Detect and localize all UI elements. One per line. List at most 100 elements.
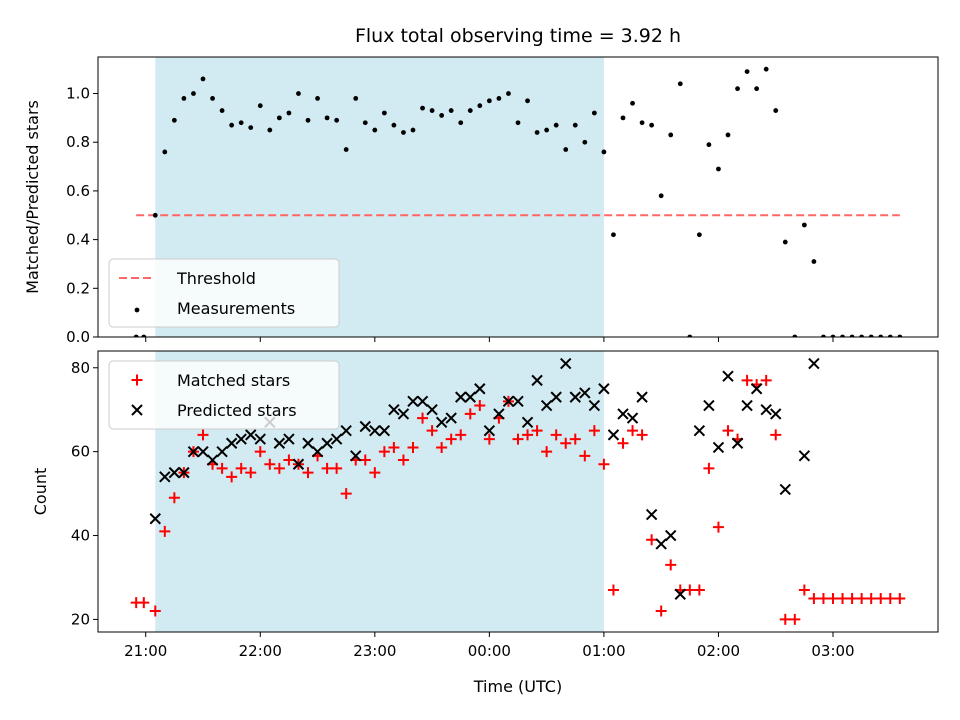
predicted-star-point: [645, 508, 658, 521]
measurement-point: [162, 149, 168, 155]
predicted-star-point: [493, 408, 505, 420]
matched-star-point: [512, 433, 524, 445]
y-tick-label: 0.8: [66, 133, 90, 151]
measurement-point: [763, 66, 769, 72]
measurement-point: [782, 239, 788, 245]
matched-star-point: [455, 429, 467, 441]
matched-star-point: [770, 429, 782, 441]
matched-star-point: [245, 467, 257, 479]
predicted-star-point: [502, 395, 515, 408]
predicted-star-point: [540, 399, 553, 412]
panel-ratio: 0.0 0.2 0.4 0.6 0.8 1.0 Matched/Predicted star…: [23, 56, 939, 346]
predicted-star-point: [149, 513, 161, 525]
matched-star-point: [159, 525, 171, 537]
legend-measurement-swatch: [134, 307, 140, 313]
measurement-point: [811, 259, 817, 264]
predicted-star-point: [712, 441, 725, 454]
predicted-star-point: [426, 404, 438, 416]
matched-star-point: [340, 488, 352, 500]
measurement-point: [267, 127, 273, 133]
y-axis-label: Matched/Predicted stars: [23, 100, 42, 294]
matched-star-point: [483, 433, 495, 445]
predicted-star-point: [588, 399, 601, 412]
legend-matched-swatch: [131, 374, 143, 386]
predicted-star-point: [464, 391, 476, 403]
predicted-star-point: [560, 357, 572, 370]
measurement-point: [506, 91, 511, 96]
y-tick-label: 1.0: [66, 85, 90, 103]
x-tick-label: 02:00: [697, 642, 740, 660]
matched-star-point: [264, 458, 276, 470]
measurement-point: [525, 98, 530, 104]
predicted-star-point: [407, 395, 419, 408]
matched-star-point: [846, 592, 858, 604]
measurement-point: [639, 120, 645, 126]
predicted-star-point: [455, 391, 467, 403]
measurement-point: [372, 127, 378, 133]
chart-title: Flux total observing time = 3.92 h: [355, 25, 681, 47]
matched-star-point: [636, 429, 648, 441]
matched-star-point: [560, 437, 572, 449]
y-tick-label: 0.0: [66, 328, 90, 346]
matched-star-point: [684, 584, 696, 596]
measurement-point: [191, 91, 196, 96]
measurement-point: [334, 117, 340, 123]
matched-star-point: [865, 592, 877, 604]
x-tick-label: 01:00: [582, 642, 625, 660]
x-tick-label: 00:00: [468, 642, 511, 660]
predicted-star-point: [579, 387, 591, 399]
predicted-star-point: [770, 408, 782, 420]
matched-star-point: [760, 374, 772, 386]
measurement-point: [477, 103, 483, 109]
matched-star-point: [138, 597, 150, 609]
measurement-point: [152, 212, 158, 218]
matched-star-point: [894, 592, 906, 604]
predicted-star-point: [626, 412, 639, 424]
matched-star-point: [417, 412, 429, 424]
x-tick-label: 21:00: [124, 642, 167, 660]
predicted-star-point: [359, 420, 371, 433]
measurement-point: [171, 117, 177, 123]
predicted-star-point: [607, 429, 620, 441]
predicted-star-point: [731, 437, 744, 449]
measurement-point: [515, 120, 521, 126]
y-axis-label: Count: [31, 468, 50, 516]
predicted-star-point: [216, 445, 228, 458]
matched-star-point: [445, 433, 457, 445]
predicted-star-point: [760, 404, 772, 416]
measurement-point: [229, 122, 235, 128]
measurement-point: [238, 120, 244, 126]
measurement-point: [563, 147, 569, 152]
measurement-point: [181, 95, 187, 101]
measurement-point: [305, 117, 311, 123]
x-axis-label: Time (UTC): [473, 677, 562, 696]
measurement-point: [716, 166, 721, 172]
matched-star-point: [607, 584, 619, 596]
x-tick-label: 03:00: [811, 642, 854, 660]
measurement-point: [792, 334, 798, 337]
x-tick-label: 22:00: [239, 642, 282, 660]
measurement-point: [754, 86, 760, 92]
predicted-star-point: [168, 466, 181, 479]
measurement-point: [620, 115, 626, 121]
matched-star-point: [283, 454, 295, 466]
measurement-point: [830, 334, 836, 337]
matched-star-point: [426, 425, 438, 437]
x-tick-label: 23:00: [353, 642, 396, 660]
measurement-point: [658, 193, 664, 199]
measurement-point: [248, 125, 254, 131]
measurement-point: [296, 91, 301, 96]
matched-star-point: [741, 374, 753, 386]
matched-star-point: [397, 454, 409, 466]
matched-star-point: [665, 559, 677, 571]
measurement-point: [611, 232, 616, 238]
measurement-point: [362, 120, 368, 126]
predicted-star-point: [330, 433, 343, 445]
predicted-star-point: [655, 538, 667, 550]
y-tick-label: 0.6: [66, 182, 90, 200]
measurement-point: [458, 120, 464, 126]
predicted-star-point: [750, 383, 763, 395]
measurement-point: [391, 122, 397, 128]
predicted-star-point: [521, 416, 534, 429]
